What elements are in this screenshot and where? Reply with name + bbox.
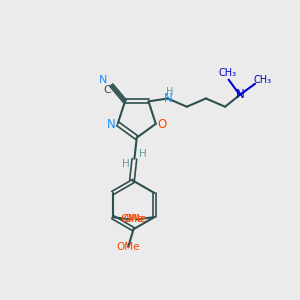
Text: OMe: OMe (120, 214, 143, 224)
Text: N: N (164, 92, 173, 105)
Text: N: N (236, 88, 244, 101)
Text: CH₃: CH₃ (254, 75, 272, 85)
Text: H: H (166, 87, 173, 97)
Text: N: N (107, 118, 116, 131)
Text: O: O (158, 118, 167, 131)
Text: N: N (99, 75, 107, 85)
Text: CH₃: CH₃ (219, 68, 237, 78)
Text: C: C (103, 85, 111, 95)
Text: OMe: OMe (124, 214, 147, 224)
Text: H: H (122, 159, 130, 169)
Text: OMe: OMe (116, 242, 140, 252)
Text: H: H (139, 148, 146, 158)
